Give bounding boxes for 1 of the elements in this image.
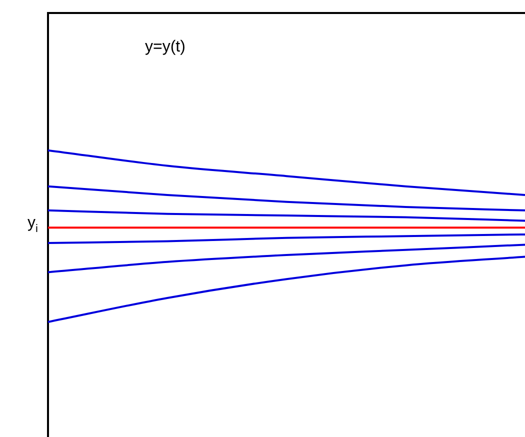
text: y=y(t) xyxy=(145,38,186,56)
